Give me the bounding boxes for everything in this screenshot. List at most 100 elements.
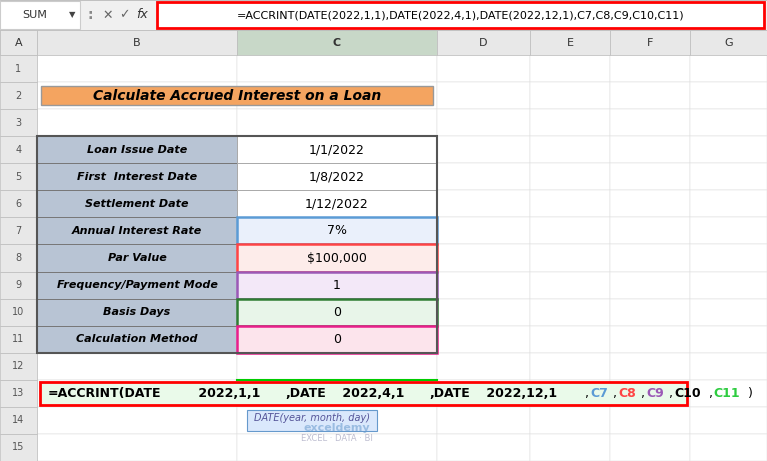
Bar bbox=[530, 30, 610, 55]
Text: 9: 9 bbox=[15, 280, 21, 290]
Text: ,: , bbox=[709, 387, 713, 400]
Bar bbox=[690, 325, 767, 353]
Bar bbox=[0, 190, 37, 218]
Bar bbox=[237, 55, 437, 82]
Bar bbox=[37, 325, 237, 353]
Bar bbox=[530, 380, 610, 407]
Bar bbox=[237, 163, 437, 190]
Text: Annual Interest Rate: Annual Interest Rate bbox=[72, 226, 202, 236]
Bar bbox=[610, 55, 690, 82]
Text: Par Value: Par Value bbox=[107, 253, 166, 263]
Bar bbox=[37, 272, 237, 299]
Bar bbox=[437, 218, 530, 244]
Text: 7%: 7% bbox=[327, 225, 347, 237]
Text: exceldemy: exceldemy bbox=[304, 423, 370, 433]
Bar bbox=[0, 244, 37, 272]
Bar bbox=[37, 407, 237, 434]
Text: ,DATE: ,DATE bbox=[430, 387, 470, 400]
Bar bbox=[237, 353, 437, 380]
Text: SUM: SUM bbox=[22, 10, 48, 20]
Bar bbox=[690, 55, 767, 82]
Bar bbox=[437, 190, 530, 218]
Text: ,: , bbox=[669, 387, 673, 400]
Text: Settlement Date: Settlement Date bbox=[85, 199, 189, 209]
Bar bbox=[610, 218, 690, 244]
Bar bbox=[0, 136, 37, 163]
Text: DATE(year, month, day): DATE(year, month, day) bbox=[254, 414, 370, 423]
Bar bbox=[530, 244, 610, 272]
Text: ✓: ✓ bbox=[119, 8, 130, 22]
Text: Basis Days: Basis Days bbox=[104, 307, 170, 317]
Bar bbox=[437, 325, 530, 353]
Text: C7: C7 bbox=[590, 387, 607, 400]
Bar bbox=[237, 434, 437, 461]
Bar bbox=[0, 380, 37, 407]
Bar bbox=[0, 30, 37, 55]
Text: Frequency/Payment Mode: Frequency/Payment Mode bbox=[57, 280, 217, 290]
Bar bbox=[0, 82, 37, 109]
Bar bbox=[37, 299, 237, 325]
Bar bbox=[37, 218, 237, 244]
Bar bbox=[437, 55, 530, 82]
Bar bbox=[37, 190, 237, 218]
Text: fx: fx bbox=[136, 8, 148, 22]
Text: $100,000: $100,000 bbox=[307, 252, 367, 265]
Bar bbox=[237, 136, 437, 163]
Bar bbox=[0, 353, 37, 380]
Text: 0: 0 bbox=[333, 306, 341, 319]
Bar bbox=[530, 163, 610, 190]
Bar bbox=[0, 30, 37, 55]
Bar bbox=[610, 299, 690, 325]
Bar bbox=[0, 109, 37, 136]
Text: Calculate Accrued Interest on a Loan: Calculate Accrued Interest on a Loan bbox=[93, 89, 381, 103]
Bar bbox=[37, 82, 237, 109]
Bar bbox=[530, 55, 610, 82]
Text: =ACCRINT(DATE: =ACCRINT(DATE bbox=[48, 387, 162, 400]
Bar bbox=[690, 82, 767, 109]
Bar bbox=[530, 299, 610, 325]
Bar bbox=[437, 272, 530, 299]
Bar bbox=[37, 244, 237, 272]
Bar bbox=[690, 190, 767, 218]
Text: 11: 11 bbox=[12, 334, 25, 344]
Bar bbox=[530, 325, 610, 353]
Bar bbox=[530, 109, 610, 136]
Text: 2022,4,1: 2022,4,1 bbox=[338, 387, 409, 400]
Bar bbox=[237, 299, 437, 325]
Bar bbox=[37, 380, 237, 407]
Bar bbox=[437, 380, 530, 407]
Bar bbox=[610, 30, 690, 55]
Bar bbox=[437, 299, 530, 325]
Bar bbox=[37, 353, 237, 380]
Bar bbox=[690, 136, 767, 163]
Bar bbox=[690, 218, 767, 244]
Text: EXCEL · DATA · BI: EXCEL · DATA · BI bbox=[301, 434, 373, 443]
Bar bbox=[237, 136, 437, 163]
Bar bbox=[530, 407, 610, 434]
Bar bbox=[41, 86, 433, 105]
Text: 1/8/2022: 1/8/2022 bbox=[309, 170, 365, 183]
Bar bbox=[237, 218, 437, 244]
Bar bbox=[0, 163, 37, 190]
Text: Loan Issue Date: Loan Issue Date bbox=[87, 145, 187, 155]
Bar bbox=[610, 380, 690, 407]
Bar bbox=[37, 163, 237, 190]
Bar bbox=[37, 136, 437, 353]
Bar bbox=[690, 299, 767, 325]
Bar bbox=[530, 434, 610, 461]
Bar bbox=[37, 244, 237, 272]
Text: ,DATE: ,DATE bbox=[286, 387, 327, 400]
Bar bbox=[37, 136, 237, 163]
Bar bbox=[37, 163, 237, 190]
Bar bbox=[237, 163, 437, 190]
Bar bbox=[37, 136, 237, 163]
Text: C: C bbox=[333, 37, 341, 47]
Text: 3: 3 bbox=[15, 118, 21, 128]
Bar bbox=[530, 353, 610, 380]
Bar bbox=[0, 218, 37, 244]
Text: D: D bbox=[479, 37, 488, 47]
Bar bbox=[37, 109, 237, 136]
Text: ▼: ▼ bbox=[69, 11, 75, 19]
Bar bbox=[37, 30, 237, 55]
Bar bbox=[437, 109, 530, 136]
